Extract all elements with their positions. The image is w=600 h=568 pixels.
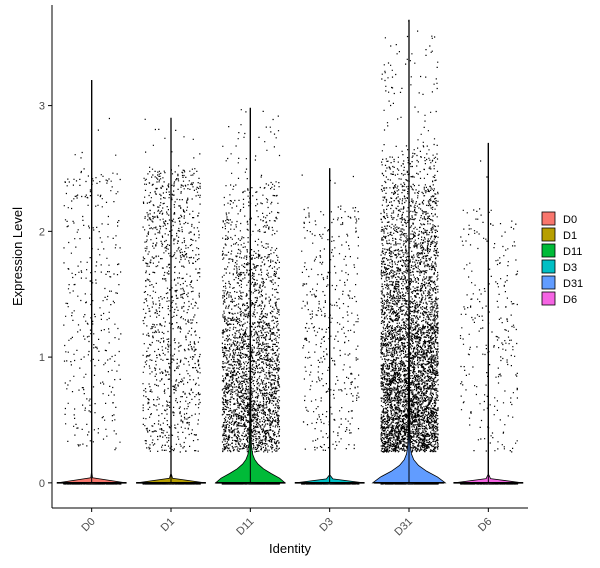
- legend-swatch: [541, 243, 556, 258]
- jitter-points-d31: [380, 20, 439, 485]
- y-tick-label: 2: [39, 226, 45, 238]
- x-tick-label: D31: [392, 516, 415, 539]
- x-tick-label: D11: [234, 516, 256, 538]
- jitter-group-d1: [142, 118, 201, 485]
- violin-d0: [56, 80, 127, 485]
- legend-swatch: [541, 291, 556, 306]
- legend-item-d31: D31: [541, 275, 583, 290]
- jitter-points-d1: [142, 118, 201, 485]
- violin-d31: [371, 19, 447, 485]
- jitter-group-d6: [459, 160, 519, 485]
- legend-label: D31: [563, 278, 583, 290]
- legend-item-d11: D11: [541, 243, 582, 258]
- legend-item-d6: D6: [541, 291, 577, 306]
- violin-d6: [453, 142, 524, 485]
- violin-d11: [214, 107, 287, 485]
- jitter-points-d0: [63, 117, 122, 485]
- violin-d1: [136, 117, 206, 485]
- y-tick-label: 3: [39, 101, 45, 113]
- legend-label: D11: [563, 246, 582, 258]
- jitter-points-d6: [459, 160, 519, 485]
- legend-swatch: [541, 211, 556, 226]
- legend-label: D6: [563, 294, 577, 306]
- legend-item-d1: D1: [541, 227, 577, 242]
- jitter-group-d31: [380, 20, 439, 485]
- x-tick-label: D1: [159, 516, 177, 534]
- legend-swatch: [541, 259, 556, 274]
- jitter-group-d11: [221, 109, 281, 485]
- x-tick-label: D0: [79, 516, 97, 534]
- legend-swatch: [541, 227, 556, 242]
- legend-item-d3: D3: [541, 259, 577, 274]
- y-tick-label: 1: [39, 352, 45, 364]
- legend: D0 D1 D11 D3 D31 D6: [541, 211, 583, 306]
- legend-item-d0: D0: [541, 211, 577, 226]
- legend-label: D0: [563, 214, 577, 226]
- axes: 0 1 2 3 D0 D1 D11 D3 D31 D6: [39, 5, 528, 538]
- x-tick-label: D3: [317, 516, 335, 534]
- legend-label: D3: [563, 262, 577, 274]
- violin-d3: [294, 168, 365, 485]
- jitter-group-d0: [63, 117, 122, 485]
- violins: [56, 19, 524, 485]
- y-axis-title: Expression Level: [10, 207, 25, 306]
- jitter-points: [63, 20, 519, 485]
- y-tick-label: 0: [39, 478, 45, 490]
- jitter-points-d11: [221, 109, 281, 485]
- x-axis-title: Identity: [269, 541, 311, 556]
- x-tick-label: D6: [476, 516, 494, 534]
- legend-swatch: [541, 275, 556, 290]
- legend-label: D1: [563, 230, 577, 242]
